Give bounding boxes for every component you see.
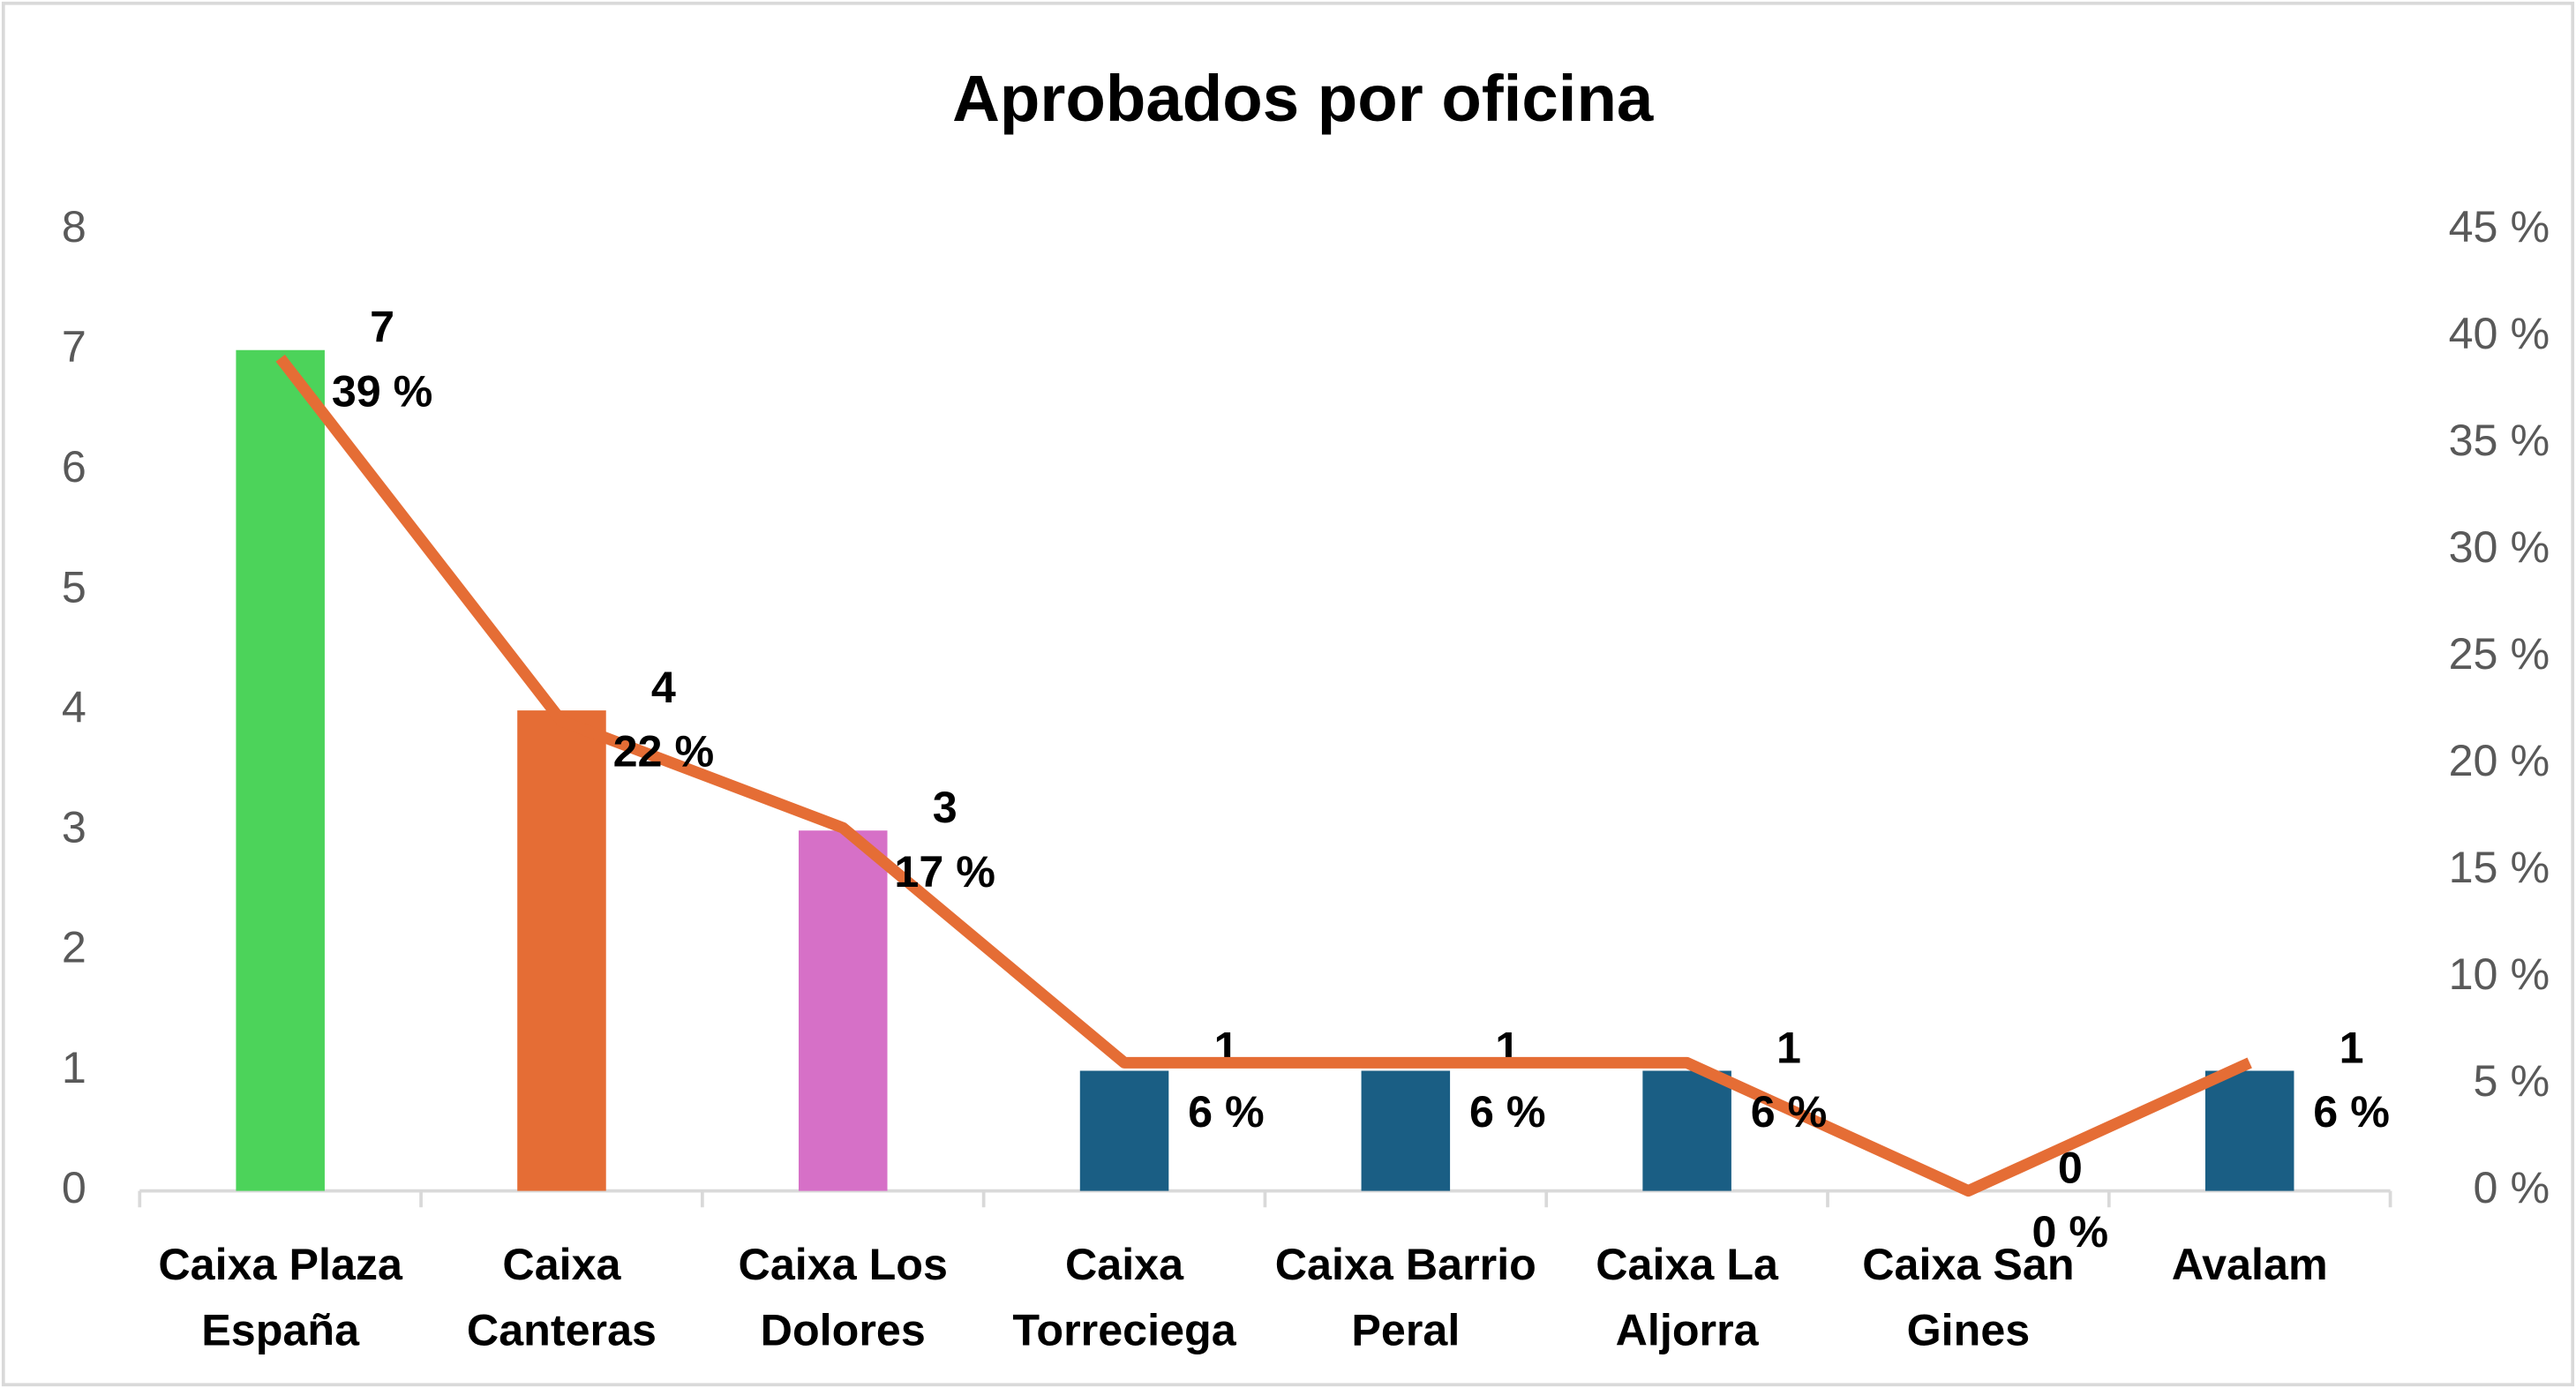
x-tick-label-box: Avalam (2171, 1240, 2328, 1290)
y-tick-label: 0 (62, 1163, 86, 1212)
y-tick-label: 2 (62, 923, 86, 972)
line-value-label: 6 % (1188, 1087, 1265, 1137)
y-tick-label: 8 (62, 202, 86, 251)
y2-tick-label: 5 % (2474, 1056, 2550, 1106)
y2-tick-label: 10 % (2449, 949, 2550, 999)
bar (236, 349, 325, 1191)
x-tick-label-box: Caixa Barrio Peral (1274, 1240, 1536, 1355)
line-value-label: 39 % (332, 366, 433, 416)
y2-tick-label: 20 % (2449, 736, 2550, 785)
line-value-label: 6 % (2313, 1087, 2390, 1137)
x-tick-label: Caixa San Gines (1862, 1240, 2075, 1355)
y-tick-label: 6 (62, 442, 86, 491)
x-tick-label: Caixa Los Dolores (738, 1240, 948, 1355)
x-tick-label: Caixa Barrio Peral (1274, 1240, 1536, 1355)
x-tick-label: Caixa Canteras (466, 1240, 657, 1355)
bar-value-label: 1 (1776, 1023, 1801, 1072)
bar (517, 710, 606, 1191)
bar (2204, 1070, 2294, 1191)
y2-tick-label: 45 % (2449, 202, 2550, 251)
bar (798, 830, 888, 1191)
x-tick-label-box: Caixa La Aljorra (1596, 1240, 1778, 1355)
bar (1079, 1070, 1169, 1191)
y2-tick-label: 15 % (2449, 843, 2550, 892)
x-tick-label: Caixa La Aljorra (1596, 1240, 1778, 1355)
x-tick-label-box: Caixa Torreciega (1012, 1240, 1236, 1355)
y2-tick-label: 35 % (2449, 416, 2550, 465)
x-tick-label-box: Caixa Los Dolores (738, 1240, 948, 1355)
x-tick-label: Caixa Plaza España (158, 1240, 402, 1355)
x-tick-label: Avalam (2171, 1240, 2328, 1290)
y2-tick-label: 30 % (2449, 522, 2550, 572)
line-value-label: 0 % (2032, 1207, 2109, 1257)
y2-tick-label: 25 % (2449, 629, 2550, 679)
bar (1361, 1070, 1451, 1191)
bar-value-label: 1 (2339, 1023, 2364, 1072)
x-tick-label-box: Caixa San Gines (1862, 1240, 2075, 1355)
x-tick-label-box: Caixa Canteras (466, 1240, 657, 1355)
y-tick-label: 3 (62, 803, 86, 852)
line-value-label: 6 % (1469, 1087, 1546, 1137)
line-value-label: 17 % (894, 847, 995, 897)
bar-value-label: 7 (370, 303, 394, 352)
y-tick-label: 1 (62, 1043, 86, 1092)
y-tick-label: 7 (62, 322, 86, 371)
y2-tick-label: 40 % (2449, 309, 2550, 358)
bar-value-label: 4 (651, 663, 676, 712)
x-tick-label: Caixa Torreciega (1012, 1240, 1236, 1355)
y-tick-label: 5 (62, 562, 86, 611)
bar (1642, 1070, 1731, 1191)
line-value-label: 6 % (1751, 1087, 1828, 1137)
y-tick-label: 4 (62, 682, 86, 732)
x-tick-label-box: Caixa Plaza España (158, 1240, 402, 1355)
line-value-label: 22 % (613, 727, 715, 777)
line (275, 354, 2252, 1197)
bar-value-label: 3 (933, 783, 958, 832)
chart-title: Aprobados por oficina (952, 62, 1654, 135)
y2-tick-label: 0 % (2474, 1163, 2550, 1212)
